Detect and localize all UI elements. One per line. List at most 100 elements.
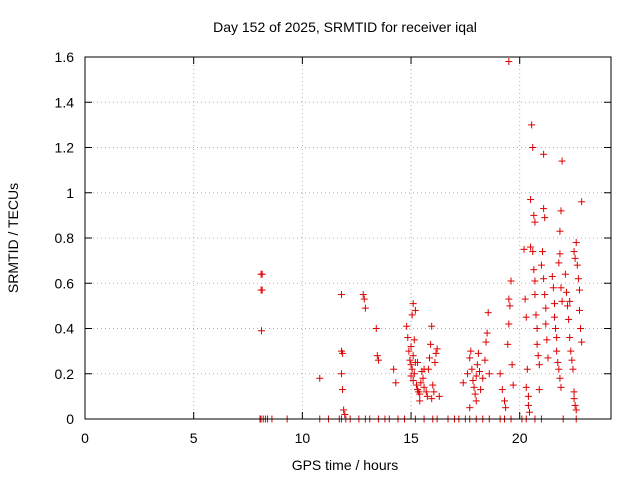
data-point [485, 370, 493, 378]
data-point [574, 275, 582, 283]
y-tick-label: 0.8 [55, 230, 75, 246]
grid [85, 57, 611, 419]
data-point [507, 277, 515, 285]
data-point [505, 295, 513, 303]
data-point [416, 390, 424, 398]
data-point [548, 272, 556, 280]
data-point [570, 388, 578, 396]
data-point [459, 379, 467, 387]
data-point [578, 198, 586, 206]
data-point [539, 248, 547, 256]
x-axis-label: GPS time / hours [292, 457, 399, 473]
data-point [466, 404, 474, 412]
data-point [429, 381, 437, 389]
data-point [479, 374, 487, 382]
data-point [472, 397, 480, 405]
y-tick-label: 0 [66, 411, 74, 427]
data-point [557, 207, 565, 215]
data-point [522, 313, 530, 321]
data-point [407, 361, 415, 369]
data-point [558, 157, 566, 165]
y-tick-label: 1.2 [55, 140, 75, 156]
y-axis-label: SRMTID / TECUs [5, 183, 21, 293]
data-point [504, 340, 512, 348]
data-point [468, 365, 476, 373]
chart-title: Day 152 of 2025, SRMTID for receiver iqa… [213, 19, 477, 35]
data-point [408, 311, 416, 319]
data-point [473, 361, 481, 369]
data-point [337, 291, 345, 299]
data-point [542, 320, 550, 328]
data-point [435, 392, 443, 400]
data-point [476, 367, 483, 375]
data-point [555, 259, 563, 267]
data-point [552, 325, 560, 332]
data-point [523, 365, 531, 373]
data-point [529, 144, 537, 151]
data-point [467, 347, 475, 355]
data-point [506, 302, 514, 310]
data-point [555, 365, 563, 373]
data-point [529, 248, 537, 256]
data-point [498, 386, 506, 394]
data-point [533, 325, 541, 332]
data-point [535, 361, 543, 369]
data-point [540, 150, 548, 158]
data-point [541, 291, 549, 299]
data-point [410, 370, 418, 378]
data-point [416, 397, 424, 405]
data-point [550, 300, 558, 308]
data-point [543, 336, 551, 344]
data-point [571, 401, 579, 409]
data-point [414, 358, 422, 366]
data-point [374, 356, 382, 364]
data-point [561, 270, 569, 278]
data-point [524, 392, 532, 400]
data-point [575, 306, 583, 314]
data-point [573, 261, 581, 269]
data-point [530, 211, 538, 219]
data-point [390, 365, 398, 373]
data-point [258, 286, 266, 294]
data-point [496, 370, 504, 378]
data-point [474, 349, 482, 357]
data-point [568, 356, 576, 364]
data-point [417, 379, 425, 387]
data-point [531, 291, 539, 299]
data-point [430, 388, 438, 396]
data-point [533, 340, 541, 348]
data-point [500, 397, 508, 405]
x-tick-label: 5 [190, 430, 198, 446]
y-tick-label: 1.6 [55, 49, 75, 65]
data-point [521, 295, 529, 303]
data-point [483, 329, 491, 337]
data-point [572, 239, 580, 247]
data-point [360, 295, 368, 303]
x-tick-label: 20 [512, 430, 528, 446]
data-point [549, 284, 557, 292]
data-point [484, 309, 492, 317]
data-point [427, 340, 435, 348]
data-point [472, 372, 480, 380]
data-point [556, 374, 564, 382]
x-tick-label: 15 [403, 430, 419, 446]
data-point [508, 361, 516, 369]
data-point [341, 410, 349, 418]
data-point [575, 286, 583, 294]
data-point [557, 284, 565, 292]
data-point [570, 395, 578, 403]
data-point [530, 266, 538, 274]
data-point [340, 406, 348, 414]
axes: 0 0.2 0.4 0.6 0.8 1 1.2 1.4 1.6 0 5 10 15 20 [55, 49, 611, 446]
data-point [564, 302, 572, 310]
data-point [481, 356, 489, 364]
data-point [359, 291, 367, 299]
data-point [372, 325, 380, 332]
data-point [431, 358, 439, 366]
data-point [534, 352, 542, 360]
data-point [522, 383, 530, 391]
data-point [464, 370, 472, 378]
data-point [572, 406, 580, 414]
